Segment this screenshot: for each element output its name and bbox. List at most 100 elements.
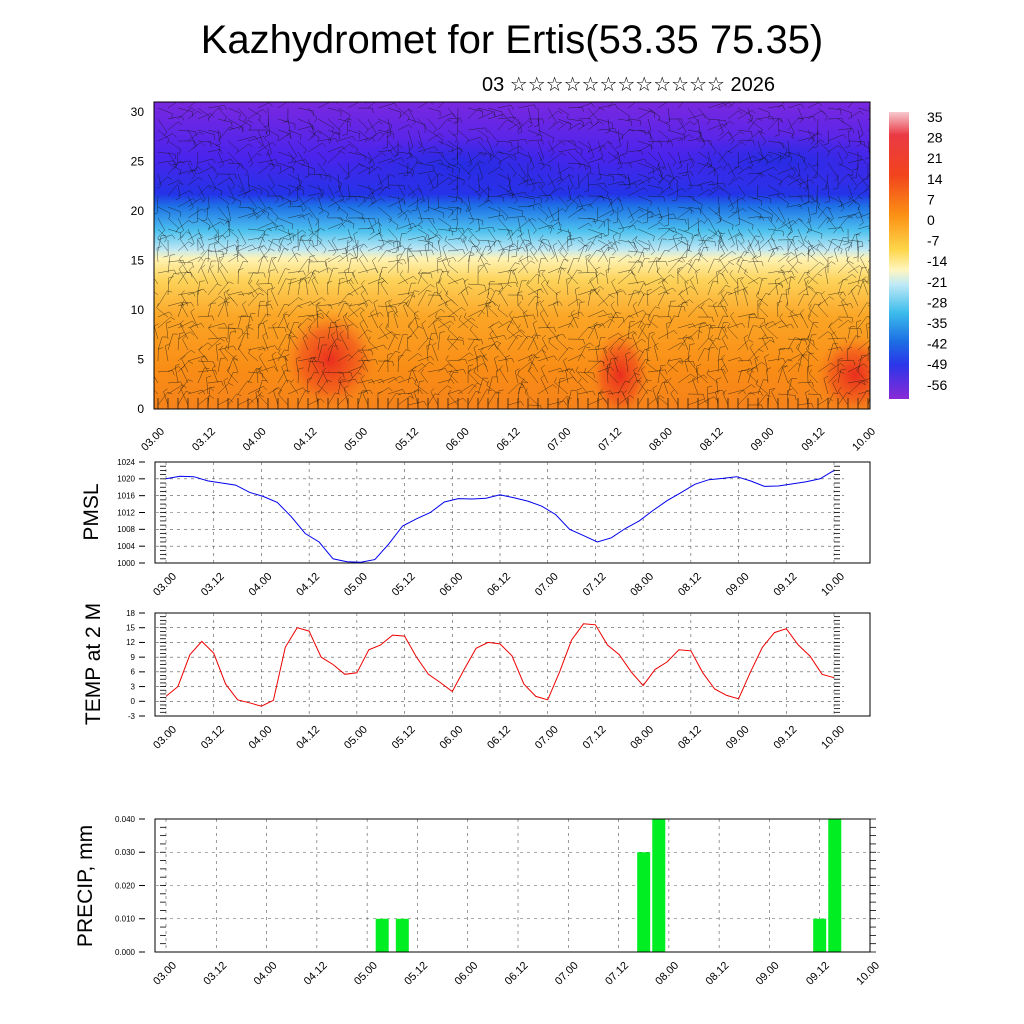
x-tick-label: 05.12 xyxy=(393,426,421,454)
cross-section-y-axis: 0 5 10 15 20 25 30 xyxy=(131,105,145,416)
x-tick-label: 09.12 xyxy=(771,724,799,752)
colorbar-label: 21 xyxy=(927,150,943,166)
x-tick-label: 10.00 xyxy=(854,960,882,988)
x-tick-label: 09.00 xyxy=(724,571,752,599)
x-tick-label: 05.00 xyxy=(342,724,370,752)
precip-bar xyxy=(375,918,389,952)
x-tick-label: 09.00 xyxy=(754,960,782,988)
x-tick-label: 07.12 xyxy=(603,960,631,988)
y-tick-label: 15 xyxy=(126,624,135,633)
colorbar-label: -56 xyxy=(927,377,947,393)
x-tick-label: 05.12 xyxy=(390,571,418,599)
x-tick-label: 03.12 xyxy=(199,571,227,599)
x-tick-label: 08.00 xyxy=(628,571,656,599)
x-tick-label: 09.12 xyxy=(771,571,799,599)
y-tick-label: 1004 xyxy=(117,542,135,551)
temp-panel: -3 0 3 6 9 12 15 18 03.00 03.12 04.00 04.12 05.00 05… xyxy=(82,603,871,752)
y-tick-label: 1008 xyxy=(117,525,135,534)
x-tick-label: 05.00 xyxy=(342,571,370,599)
x-tick-label: 03.12 xyxy=(201,960,229,988)
y-tick-label: 9 xyxy=(131,653,136,662)
cross-section-x-axis: 03.00 03.12 04.00 04.12 05.00 05.12 06.00 06.12… xyxy=(139,426,878,454)
x-tick-label: 09.12 xyxy=(804,960,832,988)
precip-bar xyxy=(652,819,666,952)
y-tick-label: 3 xyxy=(131,682,136,691)
x-tick-label: 03.00 xyxy=(139,426,167,454)
cold-core xyxy=(670,134,870,186)
x-tick-label: 03.12 xyxy=(190,426,218,454)
precip-ylabel: PRECIP, mm xyxy=(74,825,97,947)
x-tick-label: 04.00 xyxy=(247,571,275,599)
y-tick-label: 25 xyxy=(131,154,145,168)
x-tick-label: 09.12 xyxy=(799,426,827,454)
x-tick-label: 07.00 xyxy=(545,426,573,454)
x-tick-label: 08.00 xyxy=(647,426,675,454)
colorbar-label: 14 xyxy=(927,171,943,187)
x-tick-label: 08.00 xyxy=(628,724,656,752)
colorbar-label: 35 xyxy=(927,109,943,125)
forecast-date: 03 ☆☆☆☆☆☆☆☆☆☆☆☆ 2026 xyxy=(482,74,776,96)
x-tick-label: 10.00 xyxy=(819,571,847,599)
y-tick-label: 30 xyxy=(131,105,145,119)
x-tick-label: 05.12 xyxy=(402,960,430,988)
x-tick-label: 06.12 xyxy=(495,426,523,454)
precip-bars xyxy=(375,819,842,952)
x-tick-label: 06.12 xyxy=(503,960,531,988)
y-tick-label: 0.030 xyxy=(115,848,136,857)
y-tick-label: 15 xyxy=(131,253,145,267)
y-tick-label: 1024 xyxy=(117,458,135,467)
colorbar: 35 28 21 14 7 0 -7 -14 -21 -28 -35 -42 -49 -56 xyxy=(889,109,947,399)
y-tick-label: 1012 xyxy=(117,508,135,517)
colorbar-label: -49 xyxy=(927,356,947,372)
colorbar-label: -21 xyxy=(927,274,947,290)
x-tick-label: 06.12 xyxy=(485,571,513,599)
x-tick-label: 04.12 xyxy=(294,571,322,599)
x-tick-label: 06.12 xyxy=(485,724,513,752)
x-tick-label: 06.00 xyxy=(452,960,480,988)
temp-ylabel: TEMP at 2 M xyxy=(82,603,105,725)
temp-grid xyxy=(156,612,844,717)
page-title: Kazhydromet for Ertis(53.35 75.35) xyxy=(200,18,824,62)
x-tick-label: 04.12 xyxy=(292,426,320,454)
x-tick-label: 07.00 xyxy=(553,960,581,988)
y-tick-label: 5 xyxy=(137,352,144,366)
x-tick-label: 10.00 xyxy=(850,426,878,454)
pmsl-ylabel: PMSL xyxy=(80,483,103,540)
y-tick-label: 0.010 xyxy=(115,915,136,924)
precip-bar xyxy=(395,918,409,952)
precip-bar xyxy=(813,918,827,952)
x-tick-label: 03.00 xyxy=(151,960,179,988)
x-tick-label: 07.12 xyxy=(596,426,624,454)
x-tick-label: 07.00 xyxy=(533,571,561,599)
y-tick-label: 0.020 xyxy=(115,881,136,890)
x-tick-label: 04.12 xyxy=(294,724,322,752)
temp-x-axis: 03.00 03.12 04.00 04.12 05.00 05.12 06.00 06.12… xyxy=(151,724,847,752)
x-tick-label: 08.12 xyxy=(698,426,726,454)
x-tick-label: 04.00 xyxy=(247,724,275,752)
colorbar-label: -35 xyxy=(927,315,947,331)
colorbar-label: 28 xyxy=(927,130,943,146)
colorbar-label: 7 xyxy=(927,191,935,207)
x-tick-label: 06.00 xyxy=(437,571,465,599)
pmsl-grid xyxy=(156,461,844,564)
colorbar-label: -42 xyxy=(927,336,947,352)
temp-y-axis: -3 0 3 6 9 12 15 18 xyxy=(126,609,145,721)
y-tick-label: 1000 xyxy=(117,559,135,568)
x-tick-label: 05.12 xyxy=(390,724,418,752)
x-tick-label: 08.00 xyxy=(653,960,681,988)
colorbar-label: 0 xyxy=(927,212,935,228)
x-tick-label: 09.00 xyxy=(749,426,777,454)
precip-grid xyxy=(156,818,880,953)
y-tick-label: 1016 xyxy=(117,491,135,500)
y-tick-label: 0.000 xyxy=(115,948,136,957)
pmsl-x-axis: 03.00 03.12 04.00 04.12 05.00 05.12 06.00 06.12… xyxy=(151,571,847,599)
x-tick-label: 03.00 xyxy=(151,724,179,752)
x-tick-label: 03.00 xyxy=(151,571,179,599)
warm-core xyxy=(282,310,378,409)
x-tick-label: 08.12 xyxy=(676,724,704,752)
x-tick-label: 06.00 xyxy=(444,426,472,454)
warm-core xyxy=(590,330,650,409)
pmsl-series-line xyxy=(165,469,835,563)
